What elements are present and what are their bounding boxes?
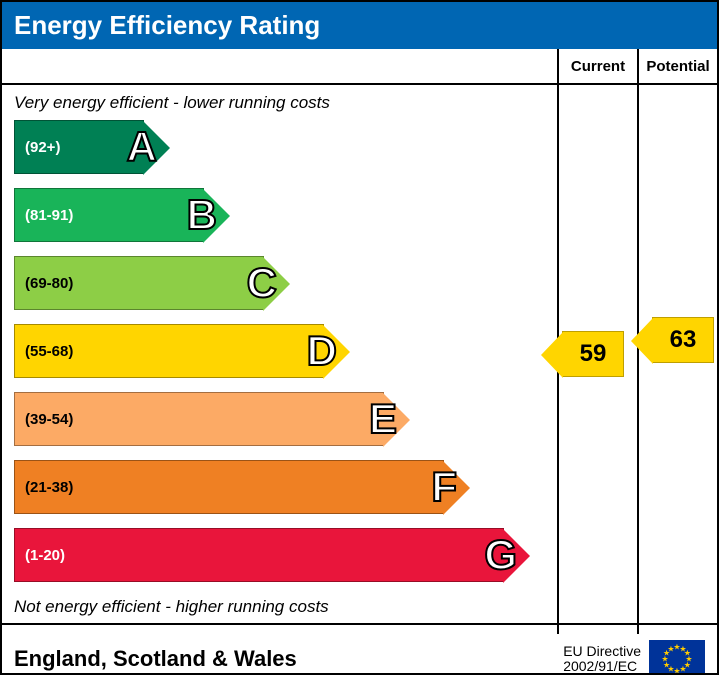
indicator-potential-value: 63 (670, 326, 697, 354)
directive-line2: 2002/91/EC (563, 659, 641, 674)
band-bar-f: (21-38)F (14, 460, 444, 514)
ind-potential-tip (631, 318, 653, 364)
region-text: England, Scotland & Wales (14, 646, 297, 672)
directive-block: EU Directive 2002/91/EC ★★★★★★★★★★★★ (563, 640, 705, 675)
footer: England, Scotland & Wales EU Directive 2… (2, 634, 717, 675)
column-header-row: Current Potential (2, 49, 717, 85)
band-row-e: (39-54) E (14, 389, 717, 449)
band-bar-d: (55-68)D (14, 324, 324, 378)
band-row-b: (81-91) B (14, 185, 717, 245)
note-inefficient: Not energy efficient - higher running co… (2, 593, 717, 625)
band-range-d: (55-68) (15, 343, 73, 360)
band-letter-d: D (307, 327, 337, 375)
note-efficient: Very energy efficient - lower running co… (2, 85, 717, 117)
band-bar-e: (39-54)E (14, 392, 384, 446)
band-letter-c: C (247, 259, 277, 307)
eu-star: ★ (667, 644, 674, 653)
title-bar: Energy Efficiency Rating (2, 2, 717, 49)
band-range-b: (81-91) (15, 207, 73, 224)
indicator-potential: 63 (652, 317, 714, 363)
content-area: Current Potential Very energy efficient … (2, 49, 717, 634)
band-range-f: (21-38) (15, 479, 73, 496)
ind-current-tip (541, 332, 563, 378)
header-spacer (2, 49, 557, 83)
band-row-a: (92+) A (14, 117, 717, 177)
band-letter-b: B (187, 191, 217, 239)
title-text: Energy Efficiency Rating (14, 10, 320, 40)
band-row-c: (69-80) C (14, 253, 717, 313)
band-range-g: (1-20) (15, 547, 65, 564)
column-header-potential: Potential (637, 49, 717, 83)
indicator-current: 59 (562, 331, 624, 377)
band-letter-g: G (484, 531, 517, 579)
band-bar-c: (69-80)C (14, 256, 264, 310)
band-range-e: (39-54) (15, 411, 73, 428)
band-bar-b: (81-91)B (14, 188, 204, 242)
band-range-c: (69-80) (15, 275, 73, 292)
chart-area: Very energy efficient - lower running co… (2, 85, 717, 634)
band-range-a: (92+) (15, 139, 60, 156)
eu-flag-icon: ★★★★★★★★★★★★ (649, 640, 705, 675)
directive-line1: EU Directive (563, 644, 641, 659)
band-letter-f: F (431, 463, 457, 511)
indicator-current-value: 59 (580, 340, 607, 368)
epc-certificate: Energy Efficiency Rating Current Potenti… (0, 0, 719, 675)
band-letter-e: E (369, 395, 397, 443)
band-letter-a: A (127, 123, 157, 171)
column-header-current: Current (557, 49, 637, 83)
band-bar-g: (1-20)G (14, 528, 504, 582)
band-row-g: (1-20) G (14, 525, 717, 585)
band-bar-a: (92+)A (14, 120, 144, 174)
band-row-f: (21-38) F (14, 457, 717, 517)
directive-text: EU Directive 2002/91/EC (563, 644, 641, 675)
